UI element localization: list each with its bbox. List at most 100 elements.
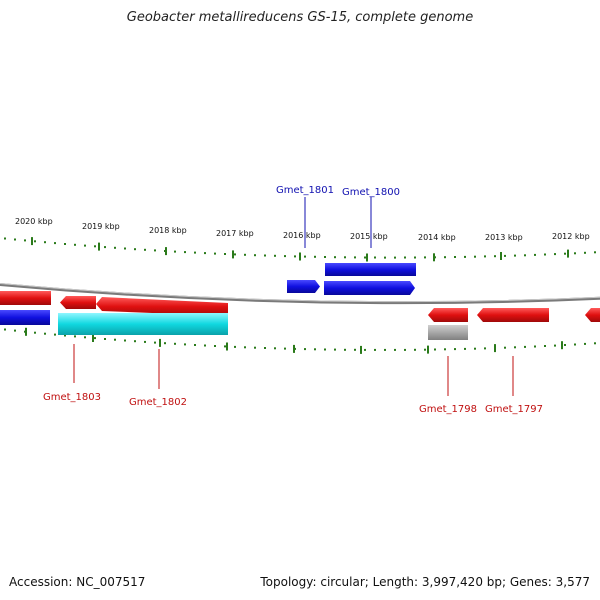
outer-ruler-dot [184,251,186,254]
outer-ruler-dot [444,256,446,259]
inner-ruler-dot [34,331,36,334]
feature-grey-block[interactable] [428,325,468,340]
outer-ruler-dot [314,255,316,258]
inner-ruler-dot [244,346,246,349]
inner-ruler-dot [564,344,566,346]
inner-ruler-dot [364,348,366,351]
genome-backbone [0,282,600,305]
inner-ruler-dot [114,338,116,341]
gene-label-gmet-1800[interactable]: Gmet_1800 [342,187,400,198]
inner-ruler-dot [504,346,506,349]
outer-ruler-dot [274,254,276,257]
gene-label-gmet-1798[interactable]: Gmet_1798 [419,404,477,415]
outer-ruler-dot [214,252,216,255]
outer-ruler-dot [134,248,136,251]
inner-ruler-dot [274,347,276,350]
inner-ruler-dot [594,342,596,345]
outer-ruler-dot [284,255,286,258]
inner-ruler-dot [74,335,76,338]
outer-ruler-dot [584,251,586,254]
inner-tick-ruler [4,327,596,354]
scale-label-2019: 2019 kbp [82,222,120,231]
outer-ruler-dot [364,256,366,259]
genome-backbone-highlight [0,282,600,303]
outer-ruler-dot [424,256,426,259]
outer-ruler-dot [114,246,116,249]
inner-ruler-dot [184,343,186,346]
outer-ruler-dot [484,255,486,258]
inner-ruler-dot [234,345,236,348]
outer-ruler-dot [334,256,336,259]
gene-arrow-left-edge[interactable] [0,291,51,305]
outer-ruler-dot [34,240,36,243]
gene-arrow-gmet-1798[interactable] [428,308,468,322]
feature-cyan-block[interactable] [58,313,228,335]
inner-ruler-dot [14,329,16,332]
inner-ruler-dot [54,333,56,336]
outer-ruler-dot [574,252,576,255]
inner-ruler-dot [284,347,286,350]
gene-label-gmet-1797[interactable]: Gmet_1797 [485,404,543,415]
inner-ruler-dot [544,345,546,347]
inner-ruler-dot [194,344,196,346]
outer-ruler-dot [564,252,566,255]
inner-ruler-dot [254,346,256,349]
scale-labels: 2020 kbp 2019 kbp 2018 kbp 2017 kbp 2016… [15,217,590,242]
inner-ruler-dot [174,342,176,345]
outer-ruler-dot [404,256,406,259]
inner-ruler-dot [524,345,526,348]
inner-ruler-dot [514,346,516,349]
outer-ruler-dot [414,256,416,259]
outer-ruler-dot [14,238,16,241]
inner-ruler-dot [424,348,426,351]
reverse-strand-genes [0,291,600,322]
outer-ruler-dot [24,239,26,242]
inner-ruler-dot [574,343,576,346]
outer-ruler-dot [494,255,496,258]
outer-ruler-dot [194,251,196,254]
gene-arrow-gmet-1801[interactable] [287,280,320,293]
outer-ruler-dot [534,253,536,256]
gene-arrow-gmet-1797[interactable] [477,308,549,322]
outer-tick-ruler [4,237,596,262]
gene-block-forward-top[interactable] [325,263,416,276]
inner-ruler-dot [444,348,446,351]
gene-arrow-gmet-1800[interactable] [324,281,415,295]
scale-label-2016: 2016 kbp [283,231,321,240]
gene-arrow-gmet-1803[interactable] [60,296,96,309]
outer-ruler-dot [144,248,146,251]
inner-ruler-dot [64,334,66,337]
outer-ruler-dot [84,244,86,247]
inner-ruler-dot [204,344,206,347]
outer-ruler-dot [294,255,296,258]
gene-arrow-gmet-1802[interactable] [96,297,228,316]
outer-ruler-dot [174,250,176,253]
inner-ruler-dot [264,347,266,349]
inner-ruler-dot [324,348,326,351]
inner-ruler-dot [154,341,156,344]
outer-ruler-dot [354,256,356,259]
inner-ruler-dot [214,345,216,347]
outer-ruler-dot [224,253,226,255]
inner-ruler-dot [314,348,316,351]
outer-ruler-dot [124,247,126,250]
other-features [58,313,468,340]
inner-ruler-dot [484,347,486,350]
outer-ruler-dot [344,256,346,259]
forward-strand-genes [0,263,416,325]
gene-label-gmet-1801[interactable]: Gmet_1801 [276,185,334,196]
outer-ruler-dot [544,253,546,256]
outer-ruler-dot [54,242,56,245]
gene-label-gmet-1803[interactable]: Gmet_1803 [43,392,101,403]
inner-ruler-dot [104,338,106,340]
gene-arrow-right-edge[interactable] [585,308,600,322]
gene-label-gmet-1802[interactable]: Gmet_1802 [129,397,187,408]
gene-block-forward-left-edge[interactable] [0,310,50,325]
gene-labels: Gmet_1801 Gmet_1800 Gmet_1803 Gmet_1802 … [43,185,543,415]
scale-label-2014: 2014 kbp [418,233,456,242]
inner-ruler-dot [334,348,336,351]
footer-stats: Topology: circular; Length: 3,997,420 bp… [260,575,590,589]
scale-label-2012: 2012 kbp [552,232,590,241]
inner-ruler-dot [344,348,346,351]
inner-ruler-dot [4,328,6,331]
